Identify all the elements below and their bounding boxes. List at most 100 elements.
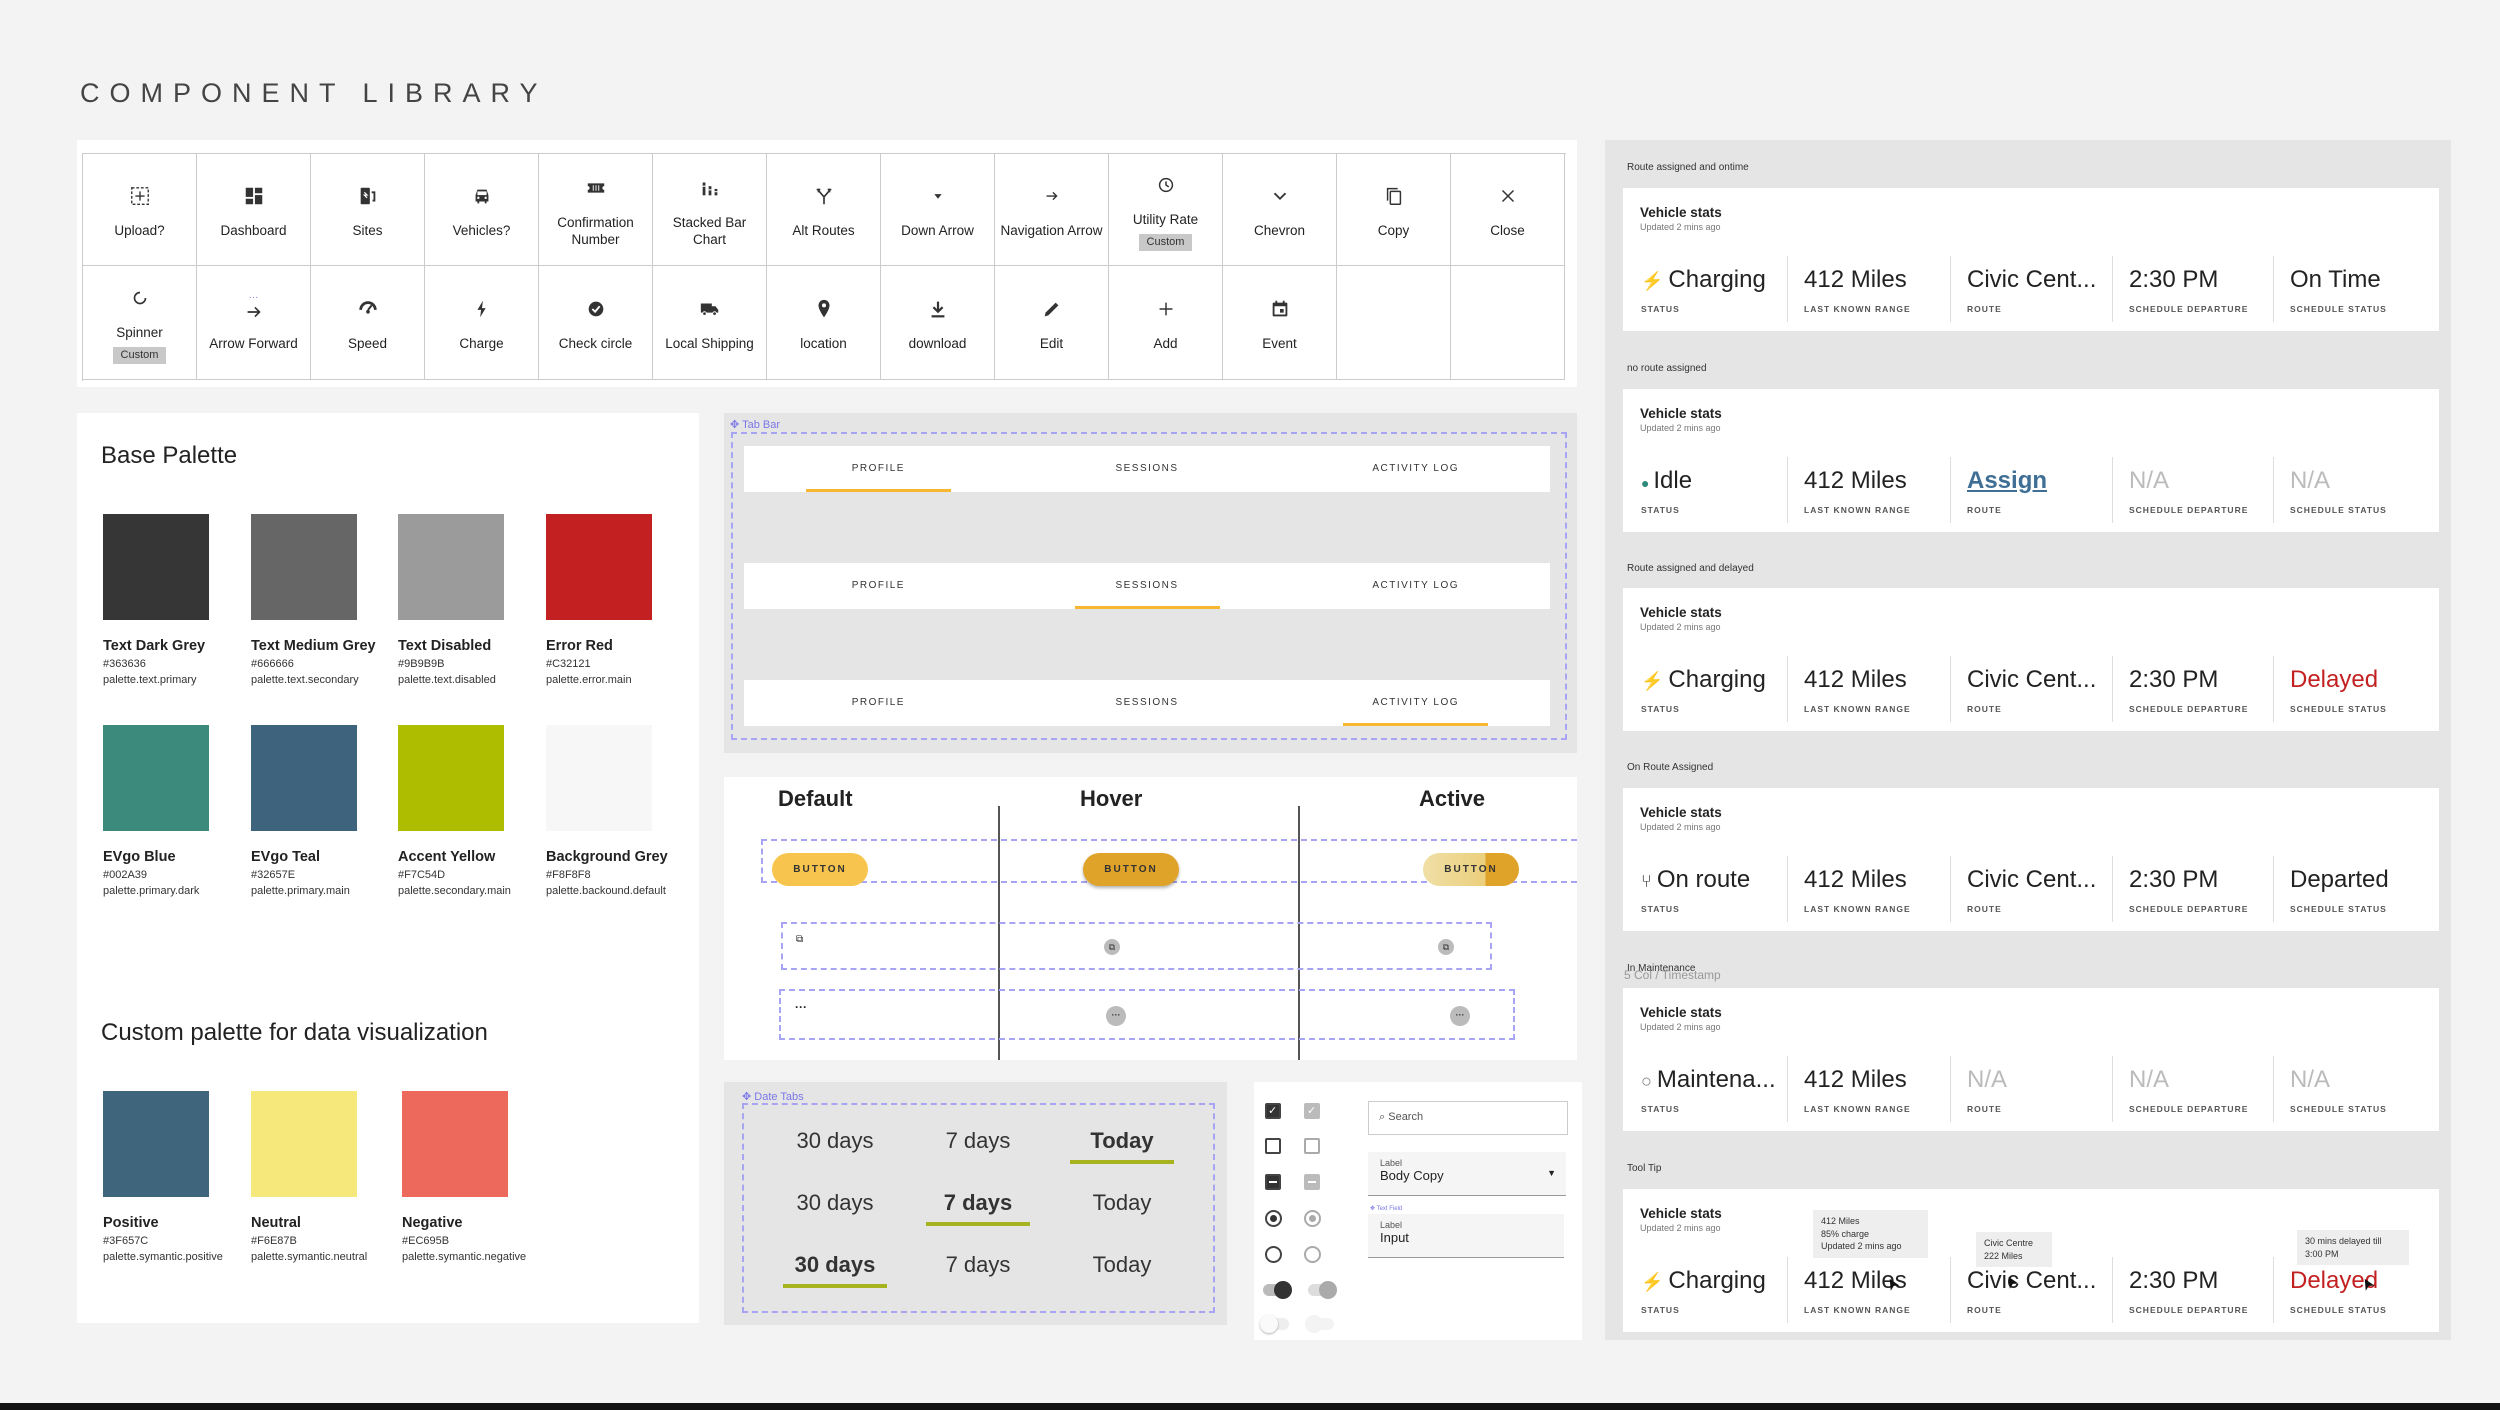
tab-sessions[interactable]: SESSIONS	[1013, 680, 1282, 726]
date-tab-7-days[interactable]: 7 days	[918, 1252, 1038, 1278]
icon-label: Charge	[459, 336, 504, 352]
tab-label: ACTIVITY LOG	[1372, 463, 1460, 474]
more-icon[interactable]: ···	[795, 1000, 807, 1014]
date-tab-7-days[interactable]: 7 days	[918, 1128, 1038, 1154]
utility-rate-icon	[1155, 168, 1177, 202]
custom-tag: Custom	[1138, 233, 1193, 251]
swatch-hex: #F7C54D	[398, 869, 446, 881]
stat-value: 412 Miles	[1804, 467, 1907, 494]
button-hover[interactable]: BUTTON	[1083, 853, 1179, 886]
copy-icon[interactable]: ⧉	[796, 934, 804, 945]
date-tab-today[interactable]: Today	[1062, 1128, 1182, 1164]
stat-value: N/A	[2129, 1066, 2170, 1093]
more-icon[interactable]: ···	[1450, 1006, 1470, 1026]
swatch-name: EVgo Blue	[103, 849, 176, 865]
tab-activity-log[interactable]: ACTIVITY LOG	[1281, 446, 1550, 492]
tab-active-indicator	[805, 489, 951, 492]
checkbox-indeterminate[interactable]	[1265, 1174, 1281, 1190]
swatch-key: palette.symantic.negative	[402, 1251, 527, 1263]
date-tab-label: 7 days	[945, 1252, 1011, 1277]
checkbox-checked[interactable]: ✓	[1265, 1103, 1281, 1119]
vehicle-section-label: no route assigned	[1627, 363, 1707, 374]
button-default[interactable]: BUTTON	[772, 853, 868, 886]
checkbox-indeterminate-disabled[interactable]	[1304, 1174, 1320, 1190]
stat-value: 412 Miles	[1804, 1267, 1907, 1294]
stat-status: ⑂ On route STATUS	[1625, 856, 1785, 922]
tab-activity-log[interactable]: ACTIVITY LOG	[1281, 563, 1550, 609]
tooltip-line: Civic Centre	[1984, 1238, 2034, 1248]
copy-icon[interactable]: ⧉	[1438, 939, 1454, 955]
stat-departure: 2:30 PM SCHEDULE DEPARTURE	[2112, 856, 2272, 922]
tab-sessions[interactable]: SESSIONS	[1013, 446, 1282, 492]
text-input[interactable]: Label Input	[1368, 1214, 1564, 1258]
assign-route-link[interactable]: Assign	[1967, 467, 2048, 494]
search-input[interactable]: ⌕ Search	[1368, 1101, 1568, 1135]
stat-sublabel: SCHEDULE DEPARTURE	[2129, 304, 2249, 314]
date-tab-30-days[interactable]: 30 days	[775, 1190, 895, 1216]
radio-unselected[interactable]	[1265, 1246, 1282, 1263]
icon-cell-arrow-forward: ··· Arrow Forward	[197, 266, 311, 380]
stat-sublabel: ROUTE	[1967, 304, 2002, 314]
icon-label: download	[908, 336, 967, 352]
input-label: Label	[1380, 1220, 1403, 1230]
tab-profile[interactable]: PROFILE	[744, 446, 1013, 492]
radio-selected-disabled[interactable]	[1304, 1210, 1321, 1227]
swatch-name: Neutral	[251, 1215, 301, 1231]
radio-selected[interactable]	[1265, 1210, 1282, 1227]
stat-value: Charging	[1668, 666, 1766, 693]
stat-value: N/A	[1967, 1066, 2008, 1093]
tab-profile[interactable]: PROFILE	[744, 680, 1013, 726]
date-tab-today[interactable]: Today	[1062, 1190, 1182, 1216]
swatch-name: EVgo Teal	[251, 849, 321, 865]
edit-icon	[1041, 292, 1063, 326]
tab-label: PROFILE	[851, 463, 905, 474]
stat-value: N/A	[2290, 467, 2331, 494]
swatch-name: Text Medium Grey	[251, 638, 376, 654]
icon-cell-event: Event	[1223, 266, 1337, 380]
toggle-off-disabled[interactable]	[1305, 1315, 1334, 1333]
card-title: Vehicle stats	[1640, 406, 1722, 421]
spinner-icon	[129, 281, 151, 315]
icon-cell-edit: Edit	[995, 266, 1109, 380]
card-updated: Updated 2 mins ago	[1640, 622, 1721, 632]
tab-sessions[interactable]: SESSIONS	[1013, 563, 1282, 609]
toggle-off[interactable]	[1260, 1315, 1289, 1333]
swatch-hex: #363636	[103, 658, 146, 670]
checkbox-unchecked-disabled[interactable]	[1304, 1138, 1320, 1154]
stat-schedule: Delayed SCHEDULE STATUS	[2273, 656, 2433, 722]
button-active[interactable]: BUTTON	[1423, 853, 1519, 886]
date-tab-30-days[interactable]: 30 days	[775, 1128, 895, 1154]
date-tab-7-days[interactable]: 7 days	[918, 1190, 1038, 1226]
date-tab-30-days[interactable]: 30 days	[775, 1252, 895, 1288]
checkbox-unchecked[interactable]	[1265, 1138, 1281, 1154]
icon-label: Edit	[1039, 336, 1064, 352]
toggle-on[interactable]	[1263, 1281, 1292, 1299]
radio-unselected-disabled[interactable]	[1304, 1246, 1321, 1263]
stat-value: Delayed	[2290, 666, 2379, 693]
stat-value: Civic Cent...	[1967, 266, 2097, 293]
layout-overlay-label: 5 Col / Timestamp	[1624, 968, 1721, 982]
swatch-name: Text Disabled	[398, 638, 492, 654]
stat-sublabel: SCHEDULE STATUS	[2290, 1104, 2387, 1114]
select-field[interactable]: Label Body Copy ▼	[1368, 1152, 1566, 1196]
stat-departure: N/A SCHEDULE DEPARTURE	[2112, 457, 2272, 523]
icon-cell-speed: Speed	[311, 266, 425, 380]
tab-activity-log[interactable]: ACTIVITY LOG	[1281, 680, 1550, 726]
swatch-hex: #EC695B	[402, 1235, 450, 1247]
date-tab-today[interactable]: Today	[1062, 1252, 1182, 1278]
checkbox-checked-disabled[interactable]: ✓	[1304, 1103, 1320, 1119]
more-icon[interactable]: ···	[1106, 1006, 1126, 1026]
copy-icon[interactable]: ⧉	[1104, 939, 1120, 955]
tab-bar: PROFILE SESSIONS ACTIVITY LOG	[744, 446, 1550, 492]
stat-sublabel: LAST KNOWN RANGE	[1804, 904, 1911, 914]
tab-profile[interactable]: PROFILE	[744, 563, 1013, 609]
input-value: Input	[1380, 1230, 1409, 1245]
icon-cell-empty	[1337, 266, 1451, 380]
tooltip-line: 3:00 PM	[2305, 1248, 2339, 1259]
stat-value: 412 Miles	[1804, 1066, 1907, 1093]
vehicle-section-label: On Route Assigned	[1627, 762, 1714, 773]
toggle-on-disabled[interactable]	[1308, 1281, 1337, 1299]
icon-label: Spinner	[116, 325, 163, 341]
download-icon	[927, 292, 949, 326]
stat-value: 2:30 PM	[2129, 266, 2219, 293]
